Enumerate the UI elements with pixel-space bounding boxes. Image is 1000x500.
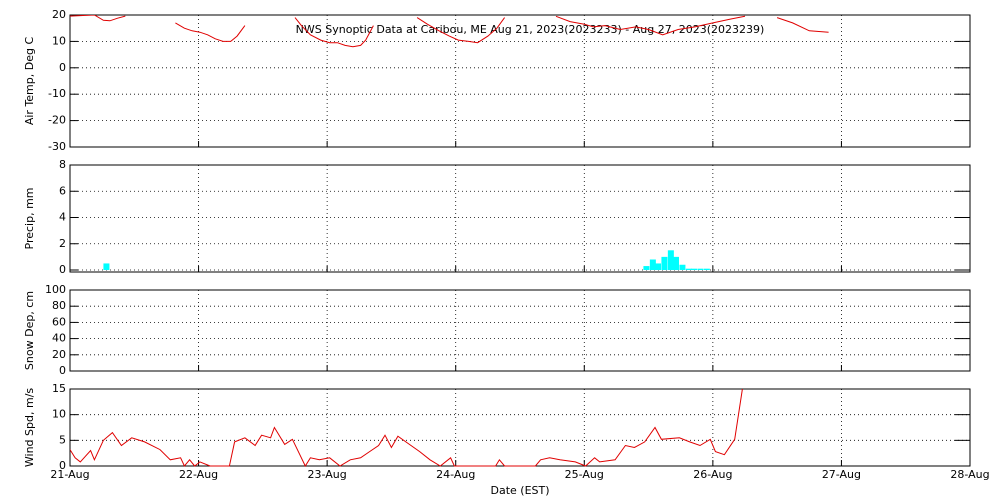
y-tick-label: 0 xyxy=(59,61,66,74)
y-tick-label: 8 xyxy=(59,158,66,171)
plot-frame xyxy=(69,388,971,467)
y-tick-label: 15 xyxy=(52,382,66,395)
y-tick-label: 20 xyxy=(52,348,66,361)
y-axis-label: Precip, mm xyxy=(23,188,36,250)
bar xyxy=(703,268,710,270)
y-axis-label: Wind Spd, m/s xyxy=(23,388,36,468)
y-tick-label: 0 xyxy=(59,364,66,377)
y-tick-label: 10 xyxy=(52,34,66,47)
x-tick-label: 28-Aug xyxy=(950,468,989,481)
plot-frame xyxy=(69,14,971,148)
x-axis-label: Date (EST) xyxy=(490,484,549,497)
y-tick-label: 60 xyxy=(52,315,66,328)
y-tick-label: 20 xyxy=(52,8,66,21)
bar xyxy=(679,264,686,270)
y-tick-label: -30 xyxy=(48,140,66,153)
x-tick-label: 23-Aug xyxy=(308,468,347,481)
bar xyxy=(697,268,704,270)
y-tick-label: -20 xyxy=(48,114,66,127)
bar xyxy=(649,259,656,270)
y-axis-label: Snow Dep, cm xyxy=(23,291,36,370)
y-tick-label: 10 xyxy=(52,408,66,421)
y-tick-label: 40 xyxy=(52,332,66,345)
bar xyxy=(655,263,661,270)
y-tick-label: 0 xyxy=(59,263,66,276)
x-tick-label: 26-Aug xyxy=(693,468,732,481)
bar xyxy=(673,256,679,270)
chart-title: NWS Synoptic Data at Caribou, ME Aug 21,… xyxy=(296,23,765,36)
y-tick-label: 100 xyxy=(45,283,66,296)
plot-frame xyxy=(69,289,971,372)
plot-frame xyxy=(69,164,971,273)
y-tick-label: 4 xyxy=(59,211,66,224)
bar xyxy=(103,263,110,270)
line-series xyxy=(70,15,829,48)
x-tick-label: 21-Aug xyxy=(50,468,89,481)
y-tick-label: 2 xyxy=(59,237,66,250)
x-tick-label: 24-Aug xyxy=(436,468,475,481)
y-tick-label: 6 xyxy=(59,184,66,197)
line-series xyxy=(70,389,743,467)
y-tick-label: 80 xyxy=(52,299,66,312)
bar xyxy=(685,268,692,270)
y-axis-label: Air Temp, Deg C xyxy=(23,37,36,126)
bar xyxy=(643,266,650,270)
bar xyxy=(661,256,668,270)
y-tick-label: 5 xyxy=(59,433,66,446)
y-tick-label: -10 xyxy=(48,87,66,100)
bar xyxy=(667,250,674,270)
x-tick-label: 22-Aug xyxy=(179,468,218,481)
y-tick-label: 0 xyxy=(59,459,66,472)
x-tick-label: 27-Aug xyxy=(822,468,861,481)
bar xyxy=(691,268,697,270)
x-tick-label: 25-Aug xyxy=(565,468,604,481)
